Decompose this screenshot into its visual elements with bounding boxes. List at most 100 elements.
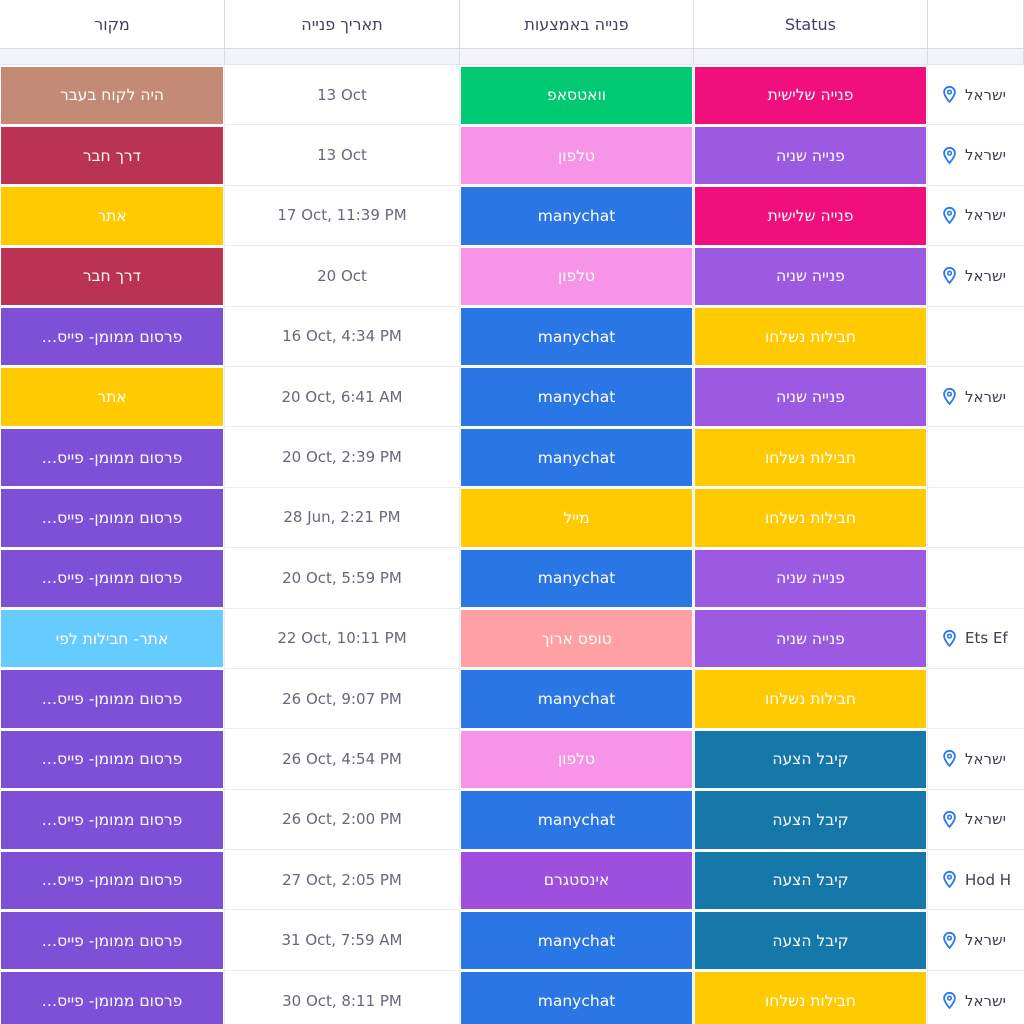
- source-cell[interactable]: פרסום ממומן- פייס…: [0, 910, 225, 971]
- location-cell[interactable]: ישראל: [928, 366, 1024, 428]
- contact-via-chip[interactable]: manychat: [461, 187, 692, 245]
- source-cell[interactable]: פרסום ממומן- פייס…: [0, 427, 225, 488]
- source-cell[interactable]: אתר- חבילות לפי: [0, 608, 225, 669]
- source-chip[interactable]: דרך חבר: [1, 126, 223, 185]
- status-cell[interactable]: פנייה שניה: [694, 608, 928, 669]
- status-chip[interactable]: פנייה שלישית: [695, 187, 926, 245]
- source-chip[interactable]: אתר- חבילות לפי: [1, 610, 223, 668]
- source-cell[interactable]: אתר: [0, 185, 225, 247]
- status-chip[interactable]: חבילות נשלחו: [695, 308, 926, 366]
- source-chip[interactable]: פרסום ממומן- פייס…: [1, 489, 223, 547]
- status-cell[interactable]: קיבל הצעה: [694, 789, 928, 851]
- status-cell[interactable]: חבילות נשלחו: [694, 427, 928, 488]
- status-chip[interactable]: חבילות נשלחו: [695, 489, 926, 547]
- status-chip[interactable]: חבילות נשלחו: [695, 972, 926, 1024]
- source-chip[interactable]: אתר: [1, 368, 223, 426]
- location-cell[interactable]: [928, 487, 1024, 549]
- status-cell[interactable]: חבילות נשלחו: [694, 668, 928, 730]
- contact-date-cell[interactable]: 26 Oct, 4:54 PM: [225, 729, 460, 790]
- source-cell[interactable]: פרסום ממומן- פייס…: [0, 850, 225, 911]
- status-cell[interactable]: חבילות נשלחו: [694, 487, 928, 549]
- contact-via-chip[interactable]: manychat: [461, 308, 692, 366]
- status-cell[interactable]: פנייה שניה: [694, 125, 928, 186]
- status-chip[interactable]: פנייה שניה: [695, 610, 926, 668]
- contact-via-chip[interactable]: טלפון: [461, 126, 692, 185]
- source-chip[interactable]: פרסום ממומן- פייס…: [1, 911, 223, 970]
- status-chip[interactable]: קיבל הצעה: [695, 730, 926, 789]
- contact-via-cell[interactable]: manychat: [460, 910, 694, 971]
- location-cell[interactable]: ישראל: [928, 789, 1024, 851]
- contact-via-chip[interactable]: טופס ארוך: [461, 610, 692, 668]
- source-cell[interactable]: פרסום ממומן- פייס…: [0, 306, 225, 367]
- source-chip[interactable]: אתר: [1, 187, 223, 245]
- contact-via-chip[interactable]: manychat: [461, 670, 692, 728]
- contact-via-chip[interactable]: manychat: [461, 791, 692, 849]
- column-header-status[interactable]: Status: [694, 0, 928, 49]
- source-cell[interactable]: פרסום ממומן- פייס…: [0, 729, 225, 790]
- contact-date-cell[interactable]: 13 Oct: [225, 125, 460, 186]
- contact-date-cell[interactable]: 31 Oct, 7:59 AM: [225, 910, 460, 971]
- contact-via-cell[interactable]: manychat: [460, 185, 694, 247]
- location-cell[interactable]: [928, 668, 1024, 730]
- contact-date-cell[interactable]: 27 Oct, 2:05 PM: [225, 850, 460, 911]
- location-cell[interactable]: [928, 427, 1024, 488]
- contact-via-cell[interactable]: manychat: [460, 789, 694, 851]
- contact-date-cell[interactable]: 20 Oct, 5:59 PM: [225, 548, 460, 609]
- status-chip[interactable]: פנייה שניה: [695, 247, 926, 306]
- contact-via-cell[interactable]: manychat: [460, 306, 694, 367]
- source-chip[interactable]: פרסום ממומן- פייס…: [1, 308, 223, 366]
- contact-date-cell[interactable]: 13 Oct: [225, 65, 460, 126]
- contact-date-cell[interactable]: 20 Oct, 6:41 AM: [225, 366, 460, 428]
- location-cell[interactable]: ישראל: [928, 910, 1024, 971]
- status-chip[interactable]: חבילות נשלחו: [695, 428, 926, 487]
- contact-via-cell[interactable]: אינסטגרם: [460, 850, 694, 911]
- contact-via-cell[interactable]: טלפון: [460, 729, 694, 790]
- status-chip[interactable]: קיבל הצעה: [695, 791, 926, 849]
- status-cell[interactable]: פנייה שלישית: [694, 185, 928, 247]
- contact-via-chip[interactable]: מייל: [461, 489, 692, 547]
- location-cell[interactable]: [928, 548, 1024, 609]
- status-cell[interactable]: פנייה שניה: [694, 548, 928, 609]
- contact-date-cell[interactable]: 26 Oct, 9:07 PM: [225, 668, 460, 730]
- location-cell[interactable]: ישראל: [928, 125, 1024, 186]
- status-chip[interactable]: פנייה שניה: [695, 549, 926, 608]
- status-chip[interactable]: קיבל הצעה: [695, 851, 926, 909]
- location-cell[interactable]: ישראל: [928, 246, 1024, 307]
- contact-date-cell[interactable]: 26 Oct, 2:00 PM: [225, 789, 460, 851]
- status-chip[interactable]: פנייה שניה: [695, 368, 926, 426]
- status-chip[interactable]: פנייה שלישית: [695, 66, 926, 124]
- contact-via-cell[interactable]: manychat: [460, 366, 694, 428]
- column-header-source[interactable]: מקור: [0, 0, 225, 49]
- status-chip[interactable]: חבילות נשלחו: [695, 670, 926, 728]
- location-cell[interactable]: ישראל: [928, 65, 1024, 126]
- source-cell[interactable]: פרסום ממומן- פייס…: [0, 970, 225, 1024]
- contact-date-cell[interactable]: 22 Oct, 10:11 PM: [225, 608, 460, 669]
- status-cell[interactable]: פנייה שלישית: [694, 65, 928, 126]
- contact-date-cell[interactable]: 30 Oct, 8:11 PM: [225, 970, 460, 1024]
- contact-via-chip[interactable]: טלפון: [461, 247, 692, 306]
- contact-date-cell[interactable]: 20 Oct: [225, 246, 460, 307]
- contact-via-chip[interactable]: וואטסאפ: [461, 66, 692, 124]
- contact-via-cell[interactable]: manychat: [460, 548, 694, 609]
- contact-via-cell[interactable]: manychat: [460, 427, 694, 488]
- contact-via-chip[interactable]: אינסטגרם: [461, 851, 692, 909]
- column-header-via[interactable]: פנייה באמצעות: [460, 0, 694, 49]
- contact-via-cell[interactable]: מייל: [460, 487, 694, 549]
- column-header-date[interactable]: תאריך פנייה: [225, 0, 460, 49]
- contact-via-cell[interactable]: טופס ארוך: [460, 608, 694, 669]
- contact-via-chip[interactable]: manychat: [461, 911, 692, 970]
- status-chip[interactable]: קיבל הצעה: [695, 911, 926, 970]
- source-chip[interactable]: פרסום ממומן- פייס…: [1, 428, 223, 487]
- source-chip[interactable]: פרסום ממומן- פייס…: [1, 791, 223, 849]
- contact-date-cell[interactable]: 20 Oct, 2:39 PM: [225, 427, 460, 488]
- status-cell[interactable]: חבילות נשלחו: [694, 306, 928, 367]
- source-chip[interactable]: פרסום ממומן- פייס…: [1, 972, 223, 1024]
- location-cell[interactable]: [928, 306, 1024, 367]
- source-cell[interactable]: דרך חבר: [0, 246, 225, 307]
- contact-via-cell[interactable]: manychat: [460, 970, 694, 1024]
- contact-via-cell[interactable]: טלפון: [460, 125, 694, 186]
- contact-via-cell[interactable]: טלפון: [460, 246, 694, 307]
- source-cell[interactable]: אתר: [0, 366, 225, 428]
- contact-via-cell[interactable]: manychat: [460, 668, 694, 730]
- location-cell[interactable]: ישראל: [928, 729, 1024, 790]
